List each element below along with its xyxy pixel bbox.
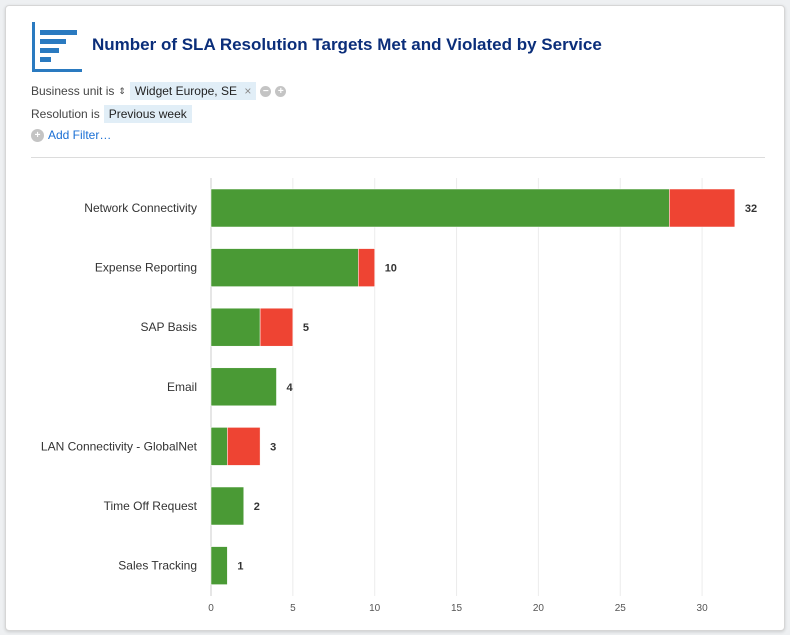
minus-circle-icon[interactable]: − — [260, 85, 272, 97]
divider — [31, 157, 765, 158]
filter-resolution: Resolution is Previous week — [31, 105, 192, 123]
bar-met — [210, 307, 261, 347]
x-tick-label: 25 — [615, 603, 627, 614]
filter-value-chip[interactable]: Previous week — [103, 105, 192, 123]
bar-met — [210, 248, 359, 287]
data-label: 3 — [270, 441, 276, 453]
bar-met — [210, 188, 670, 228]
category-label: Sales Tracking — [118, 559, 197, 573]
x-tick-label: 20 — [533, 603, 545, 614]
bar-met — [210, 367, 277, 407]
plus-circle-icon[interactable]: + — [275, 85, 287, 97]
report-card: Number of SLA Resolution Targets Met and… — [5, 5, 785, 631]
bar-violated — [227, 427, 261, 466]
data-label: 32 — [745, 203, 757, 215]
page-title: Number of SLA Resolution Targets Met and… — [92, 35, 602, 54]
add-filter-button[interactable]: + Add Filter… — [31, 128, 111, 142]
category-label: SAP Basis — [141, 320, 197, 334]
category-label: Time Off Request — [104, 499, 198, 513]
bar-met — [210, 427, 228, 466]
x-tick-label: 5 — [290, 603, 296, 614]
filter-value: Widget Europe, SE — [134, 84, 237, 98]
bar-met — [210, 546, 228, 585]
category-label: Email — [167, 380, 197, 394]
plus-circle-icon: + — [31, 128, 44, 142]
filter-value-chip[interactable]: Widget Europe, SE × — [129, 82, 257, 100]
data-label: 4 — [286, 382, 293, 394]
bar-met — [210, 486, 244, 526]
x-tick-label: 0 — [208, 603, 214, 614]
data-label: 1 — [237, 561, 243, 573]
x-tick-label: 10 — [369, 603, 381, 614]
category-label: Network Connectivity — [84, 201, 197, 215]
bar-violated — [358, 248, 375, 287]
sort-icon[interactable]: ⇕ — [118, 85, 126, 96]
x-tick-label: 30 — [697, 603, 709, 614]
data-label: 2 — [254, 501, 260, 513]
bar-violated — [259, 307, 294, 347]
filter-label: Business unit is — [31, 84, 115, 98]
data-label: 5 — [303, 322, 309, 334]
category-label: LAN Connectivity - GlobalNet — [41, 439, 198, 453]
data-label: 10 — [385, 263, 397, 275]
filter-business-unit: Business unit is ⇕ Widget Europe, SE × −… — [31, 82, 287, 100]
remove-icon[interactable]: × — [244, 84, 252, 98]
add-filter-link[interactable]: Add Filter… — [48, 128, 112, 142]
category-label: Expense Reporting — [95, 261, 197, 275]
x-tick-label: 15 — [451, 603, 463, 614]
bar-violated — [669, 188, 736, 228]
filter-label: Resolution is — [31, 107, 100, 121]
bar-chart-icon — [32, 22, 82, 72]
